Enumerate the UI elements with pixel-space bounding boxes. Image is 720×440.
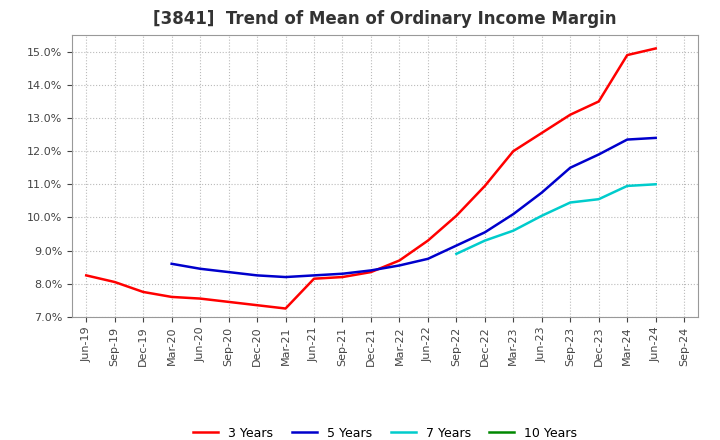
7 Years (595, 197, 603, 202)
5 Years (423, 256, 432, 261)
Line: 7 Years: 7 Years (456, 184, 656, 254)
7 Years (509, 228, 518, 233)
3 Years (480, 183, 489, 189)
3 Years (566, 112, 575, 117)
5 Years (509, 212, 518, 217)
7 Years (623, 183, 631, 189)
5 Years (366, 268, 375, 273)
5 Years (310, 273, 318, 278)
5 Years (566, 165, 575, 170)
Title: [3841]  Trend of Mean of Ordinary Income Margin: [3841] Trend of Mean of Ordinary Income … (153, 10, 617, 28)
3 Years (225, 299, 233, 304)
3 Years (537, 130, 546, 136)
5 Years (253, 273, 261, 278)
3 Years (110, 279, 119, 285)
3 Years (282, 306, 290, 311)
5 Years (480, 230, 489, 235)
3 Years (366, 269, 375, 275)
7 Years (537, 213, 546, 218)
5 Years (595, 152, 603, 157)
Line: 5 Years: 5 Years (171, 138, 656, 277)
7 Years (652, 182, 660, 187)
3 Years (196, 296, 204, 301)
3 Years (167, 294, 176, 300)
7 Years (480, 238, 489, 243)
7 Years (452, 251, 461, 257)
3 Years (395, 258, 404, 263)
3 Years (310, 276, 318, 281)
3 Years (623, 52, 631, 58)
Line: 3 Years: 3 Years (86, 48, 656, 308)
5 Years (338, 271, 347, 276)
5 Years (652, 135, 660, 140)
5 Years (623, 137, 631, 142)
3 Years (652, 46, 660, 51)
3 Years (338, 275, 347, 280)
5 Years (167, 261, 176, 267)
5 Years (537, 190, 546, 195)
5 Years (196, 266, 204, 271)
5 Years (225, 269, 233, 275)
3 Years (253, 303, 261, 308)
3 Years (139, 290, 148, 295)
3 Years (423, 238, 432, 243)
3 Years (509, 149, 518, 154)
5 Years (395, 263, 404, 268)
Legend: 3 Years, 5 Years, 7 Years, 10 Years: 3 Years, 5 Years, 7 Years, 10 Years (188, 422, 582, 440)
3 Years (82, 273, 91, 278)
5 Years (452, 243, 461, 248)
5 Years (282, 275, 290, 280)
3 Years (452, 213, 461, 218)
3 Years (595, 99, 603, 104)
7 Years (566, 200, 575, 205)
